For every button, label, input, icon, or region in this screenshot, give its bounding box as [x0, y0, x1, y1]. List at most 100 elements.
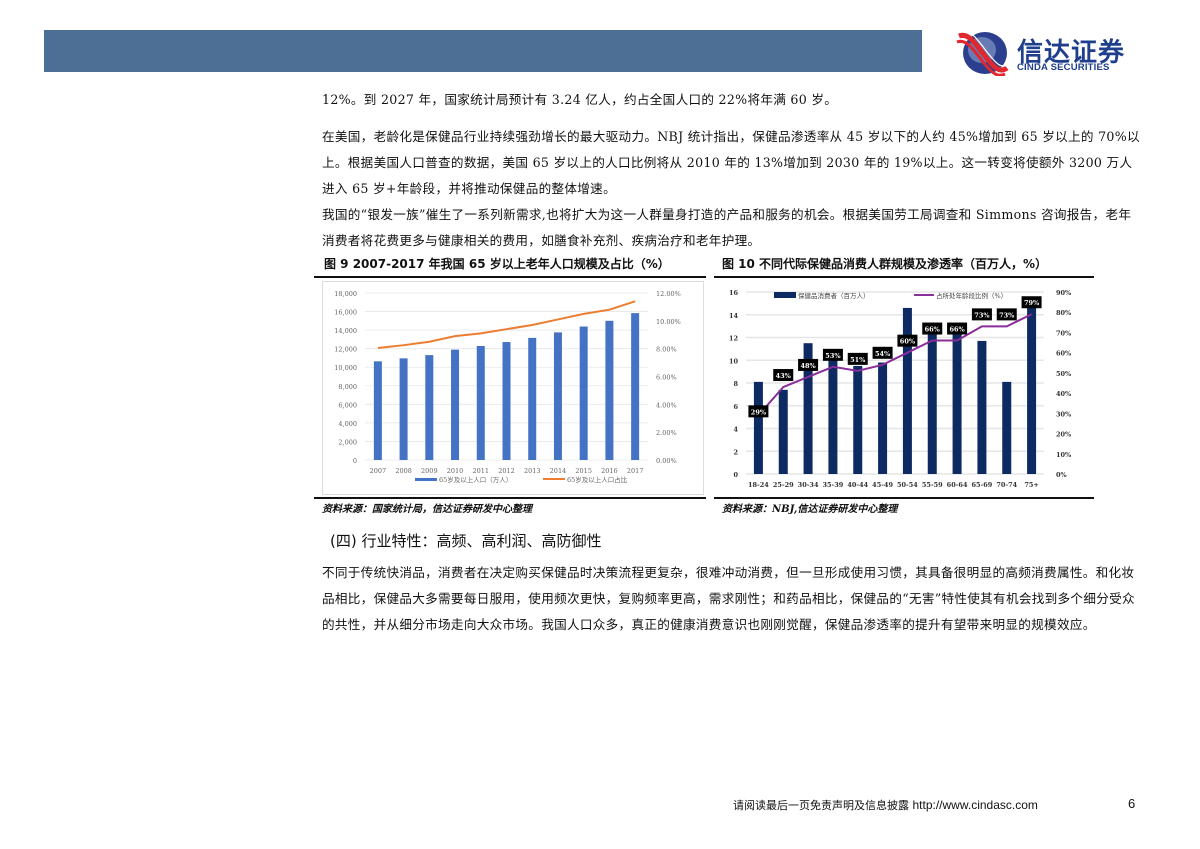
section-heading: (四) 行业特性：高频、高利润、高防御性	[330, 532, 602, 550]
data-label: 66%	[949, 326, 965, 334]
bar	[399, 358, 408, 460]
bar	[828, 357, 838, 474]
data-label: 48%	[800, 362, 816, 370]
data-label-box	[996, 308, 1017, 321]
x-tick: 2012	[498, 467, 515, 475]
y-left-tick: 8	[733, 380, 738, 388]
y-right-tick: 2.00%	[656, 429, 677, 437]
data-label-box	[971, 308, 992, 321]
line-series	[757, 313, 1033, 417]
legend-line-label: 占所处年龄段比例（%）	[936, 291, 1007, 300]
figure-9-svg: 0 2,000 4,000 6,000 8,000 10,000 12,000 14,000 1…	[334, 290, 681, 484]
data-label: 73%	[999, 311, 1015, 319]
bar	[553, 332, 562, 460]
legend-bar-swatch	[415, 478, 437, 481]
legend-bar-label: 65岁及以上人口（万人）	[439, 475, 512, 484]
x-tick: 25-29	[773, 481, 794, 489]
section-paragraph: 不同于传统快消品，消费者在决定购买保健品时决策流程更复杂，很难冲动消费，但一旦形…	[322, 560, 1142, 638]
data-label: 53%	[825, 352, 841, 360]
y-left-tick: 2	[733, 448, 738, 456]
legend-line-label: 65岁及以上人口占比	[567, 475, 628, 484]
figure-10-title: 图 10 不同代际保健品消费人群规模及渗透率（百万人，%）	[722, 257, 1048, 271]
y-right-tick: 8.00%	[656, 346, 677, 354]
data-label: 43%	[776, 372, 792, 380]
y-right-tick: 60%	[1056, 350, 1072, 358]
y-left-tick: 14	[729, 312, 739, 320]
y-left-tick: 0	[733, 471, 738, 479]
cinda-logo-icon	[956, 30, 1010, 76]
data-label: 51%	[850, 356, 866, 364]
paragraph-text: 不同于传统快消品，消费者在决定购买保健品时决策流程更复杂，很难冲动消费，但一旦形…	[322, 565, 1135, 632]
footer-url-link[interactable]: http://www.cindasc.com	[912, 798, 1038, 812]
x-tick: 2008	[395, 467, 412, 475]
x-tick: 2009	[421, 467, 438, 475]
bar	[778, 389, 788, 474]
figure-10-top-rule	[714, 276, 1094, 278]
legend-bar-label: 保健品消费者（百万人）	[798, 291, 870, 300]
legend-line-swatch	[914, 294, 934, 296]
data-label: 79%	[1024, 299, 1040, 307]
x-tick: 45-49	[872, 481, 893, 489]
data-label: 73%	[974, 311, 990, 319]
data-label-box	[897, 334, 918, 347]
y-left-tick: 16	[729, 289, 739, 297]
bar	[425, 355, 434, 460]
y-left-tick: 12	[729, 335, 738, 343]
bar	[605, 320, 614, 460]
paragraph-text: 我国的“银发一族”催生了一系列新需求,也将扩大为这一人群量身打造的产品和服务的机…	[322, 207, 1132, 248]
bar	[878, 362, 888, 474]
data-label: 29%	[751, 408, 767, 416]
figure-10-svg: 0 2 4 6 8 10 12 14 16 0% 10% 20% 30% 40% 50% 60% 70% 80% 9…	[729, 289, 1072, 489]
y-left-tick: 14,000	[334, 327, 357, 335]
paragraph-3: 我国的“银发一族”催生了一系列新需求,也将扩大为这一人群量身打造的产品和服务的机…	[322, 202, 1142, 254]
figure-10-chart: 0 2 4 6 8 10 12 14 16 0% 10% 20% 30% 40% 50% 60% 70% 80% 9…	[714, 281, 1094, 496]
y-right-tick: 50%	[1056, 370, 1072, 378]
data-label-box	[847, 352, 868, 365]
figure-10-bottom-rule	[714, 497, 1094, 499]
bar	[579, 326, 588, 460]
bar	[753, 381, 763, 474]
x-tick: 2017	[627, 467, 644, 475]
legend-line-swatch	[543, 478, 565, 480]
figure-9-bottom-rule	[314, 497, 706, 499]
line-series	[377, 300, 636, 349]
bar	[1002, 381, 1012, 474]
paragraph-text: 在美国，老龄化是保健品行业持续强劲增长的最大驱动力。NBJ 统计指出，保健品渗透…	[322, 129, 1140, 196]
y-left-tick: 6	[733, 403, 738, 411]
logo-en-text: CINDA SECURITIES	[1017, 62, 1110, 73]
y-left-tick: 8,000	[338, 383, 357, 391]
logo-cn-text: 信达证券	[1017, 38, 1126, 68]
data-label-box	[1021, 296, 1042, 309]
x-tick: 70-74	[996, 481, 1017, 489]
y-left-tick: 10,000	[334, 364, 357, 372]
figure-10-source: 资料来源：NBJ,信达证券研发中心整理	[722, 504, 898, 515]
header-bar	[44, 30, 922, 72]
figure-9-title: 图 9 2007-2017 年我国 65 岁以上老年人口规模及占比（%）	[324, 257, 670, 271]
bar	[902, 307, 912, 474]
bar	[1027, 306, 1037, 474]
bar	[476, 345, 485, 460]
y-left-tick: 4	[733, 426, 738, 434]
y-right-tick: 10%	[1056, 451, 1072, 459]
data-label: 60%	[900, 338, 916, 346]
footer: 请阅读最后一页免责声明及信息披露 http://www.cindasc.com	[733, 797, 1038, 813]
bar	[631, 313, 640, 460]
paragraph-1: 12%。到 2027 年，国家统计局预计有 3.24 亿人，约占全国人口的 22…	[322, 87, 1142, 113]
y-right-tick: 30%	[1056, 410, 1072, 418]
x-tick: 2016	[601, 467, 618, 475]
data-label-box	[872, 346, 893, 359]
y-right-tick: 6.00%	[656, 374, 677, 382]
paragraph-2: 在美国，老龄化是保健品行业持续强劲增长的最大驱动力。NBJ 统计指出，保健品渗透…	[322, 124, 1142, 202]
x-tick: 50-54	[897, 481, 918, 489]
x-tick: 30-34	[798, 481, 819, 489]
bar	[927, 332, 937, 474]
bar	[451, 349, 460, 460]
x-tick: 2015	[575, 467, 592, 475]
x-tick: 35-39	[823, 481, 844, 489]
y-right-tick: 80%	[1056, 309, 1072, 317]
figure-9-chart: 0 2,000 4,000 6,000 8,000 10,000 12,000 14,000 1…	[322, 281, 704, 495]
footer-disclaimer: 请阅读最后一页免责声明及信息披露	[733, 799, 909, 812]
figure-9-source: 资料来源：国家统计局，信达证券研发中心整理	[322, 504, 532, 515]
x-tick: 2011	[472, 467, 489, 475]
y-right-tick: 12.00%	[656, 290, 681, 298]
